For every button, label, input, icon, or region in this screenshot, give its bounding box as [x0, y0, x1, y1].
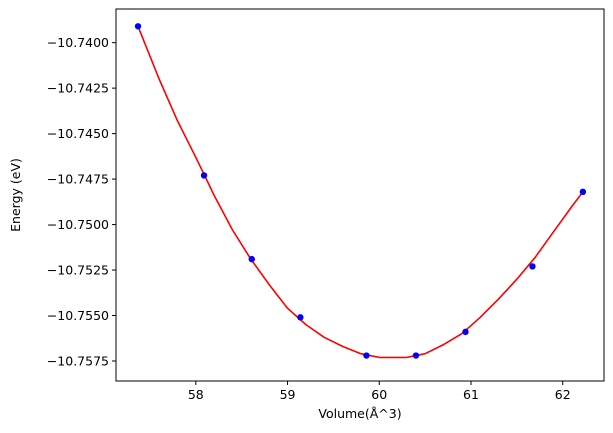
- y-tick-label: −10.7500: [47, 217, 109, 232]
- y-tick-label: −10.7575: [47, 353, 109, 368]
- y-axis: −10.7400 −10.7425 −10.7450 −10.7475 −10.7500…: [47, 35, 116, 368]
- data-point: [462, 328, 469, 336]
- x-tick-label: 62: [555, 387, 571, 402]
- fit-curve: [137, 26, 584, 359]
- y-tick-label: −10.7475: [47, 172, 109, 187]
- data-point: [297, 314, 304, 321]
- data-point: [579, 188, 587, 196]
- plot-area-frame: [115, 8, 605, 382]
- x-axis: 58 59 60 61 62: [188, 381, 571, 402]
- x-axis-label: Volume(Å^3): [318, 406, 401, 421]
- y-tick-label: −10.7550: [47, 308, 109, 323]
- y-tick-label: −10.7525: [47, 263, 109, 278]
- x-tick-label: 59: [280, 387, 296, 402]
- data-point: [134, 23, 142, 30]
- series-layer: [134, 23, 587, 359]
- y-tick-label: −10.7400: [47, 35, 109, 50]
- data-point: [529, 263, 536, 270]
- data-point: [363, 352, 370, 359]
- data-point: [200, 172, 208, 179]
- data-point: [248, 255, 255, 263]
- data-point: [412, 352, 420, 359]
- x-tick-label: 61: [463, 387, 479, 402]
- x-tick-label: 60: [371, 387, 387, 402]
- x-tick-label: 58: [188, 387, 204, 402]
- y-axis-label: Energy (eV): [8, 158, 23, 232]
- y-tick-label: −10.7450: [47, 126, 109, 141]
- y-tick-label: −10.7425: [47, 81, 109, 96]
